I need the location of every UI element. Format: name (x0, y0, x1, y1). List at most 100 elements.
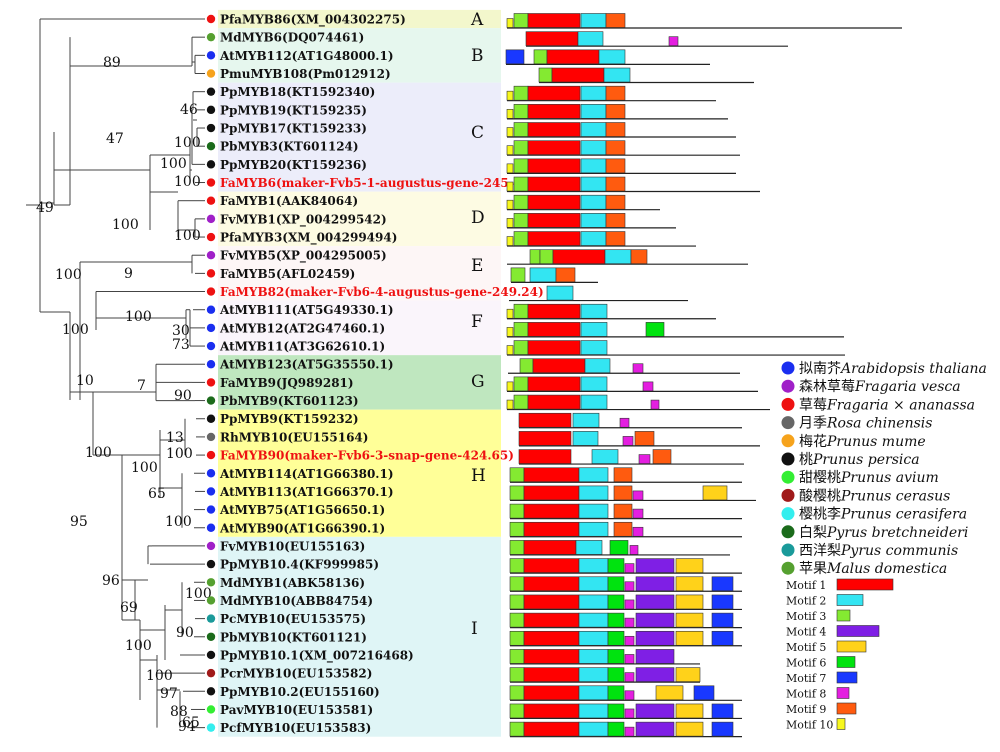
group-band-a (218, 9, 501, 29)
motif-2-block (580, 303, 608, 319)
motif-3-block (509, 721, 525, 737)
motif-1-block (523, 630, 580, 646)
species-legend-dot (781, 397, 795, 411)
motif-5-block (675, 667, 701, 682)
motif-2-block (598, 49, 626, 65)
group-band-h (218, 409, 501, 537)
motif-1-block (546, 49, 600, 65)
motif-1-block (523, 685, 580, 701)
gene-name: FvMYB10(EU155163) (220, 539, 365, 553)
species-dot (206, 14, 216, 24)
gene-name: AtMYB90(AT1G66390.1) (219, 521, 385, 535)
species-dot (206, 51, 216, 60)
motif-1-block (523, 503, 580, 519)
motif-2-block (577, 31, 604, 46)
species-dot (206, 450, 216, 460)
motif-4-block (635, 721, 675, 737)
motif-1-block (527, 394, 581, 410)
motif-6-block (607, 576, 625, 592)
gene-name: PpMYB19(KT159235) (220, 103, 367, 117)
gene-name: PpMYB18(KT1592340) (220, 85, 375, 99)
bootstrap-value: 9 (124, 266, 133, 282)
bootstrap-value: 65 (182, 715, 200, 731)
bootstrap-value: 100 (146, 668, 173, 684)
motif-2-block (578, 612, 609, 628)
motif-8-block (624, 708, 635, 719)
species-dot (206, 523, 216, 532)
species-dot (206, 559, 216, 569)
motif-3-block (529, 249, 541, 265)
motif-2-block (572, 431, 599, 446)
motif-7-block (711, 576, 734, 592)
species-legend-label: 桃Prunus persica (799, 452, 920, 468)
gene-name: AtMYB75(AT1G56650.1) (219, 503, 385, 517)
motif-3-block (513, 340, 529, 355)
gene-name: AtMYB112(AT1G48000.1) (219, 49, 394, 63)
motif-8-block (629, 545, 639, 555)
motif-10-block (506, 381, 514, 392)
species-dot (206, 687, 216, 696)
bootstrap-value: 100 (160, 156, 187, 172)
motif-8-block (624, 563, 635, 573)
motif-3-block (513, 85, 529, 101)
motif-2-block (580, 140, 607, 155)
motif-3-block (509, 558, 525, 573)
motif-legend-swatch (836, 609, 851, 622)
motif-4-block (635, 649, 675, 664)
species-dot (206, 87, 216, 96)
gene-name: AtMYB114(AT1G66380.1) (219, 467, 394, 481)
motif-2-block (578, 521, 609, 537)
motif-6-block (607, 558, 625, 573)
bootstrap-value: 94 (178, 719, 196, 735)
motif-3-block (519, 358, 534, 374)
bootstrap-value: 100 (62, 322, 89, 338)
motif-3-block (509, 576, 525, 592)
motif-7-block (711, 594, 734, 610)
species-legend-dot (781, 525, 795, 539)
motif-3-block (510, 267, 526, 283)
gene-name: PpMYB10.4(KF999985) (220, 558, 379, 572)
bootstrap-value: 100 (174, 174, 201, 190)
species-dot (206, 360, 216, 369)
motif-10-block (506, 90, 514, 101)
motif-8-block (624, 726, 635, 737)
gene-name: PpMYB9(KT159232) (220, 412, 359, 426)
species-dot (206, 541, 216, 551)
species-legend-dot (781, 488, 795, 502)
species-dot (206, 596, 216, 605)
species-legend-dot (781, 416, 795, 430)
gene-name: PbMYB9(KT601123) (220, 394, 359, 408)
motif-legend-label: Motif 9 (786, 703, 826, 716)
motif-8-block (624, 672, 635, 682)
species-legend-label: 梅花Prunus mume (799, 434, 926, 450)
motif-legend-swatch (836, 702, 857, 715)
gene-name: AtMYB11(AT3G62610.1) (219, 340, 385, 354)
motif-legend-label: Motif 8 (786, 688, 826, 701)
motif-10-block (506, 18, 514, 28)
gene-name: FaMYB82(maker-Fvb6-4-augustus-gene-249.2… (220, 285, 544, 299)
gene-name: PbMYB3(KT601124) (220, 140, 359, 154)
species-dot (206, 69, 216, 78)
motif-1-block (523, 485, 580, 501)
species-legend-label: 西洋梨Pyrus communis (799, 543, 958, 559)
species-dot (206, 396, 216, 405)
motif-2-block (546, 285, 574, 301)
motif-8-block (650, 399, 660, 410)
motif-5-block (675, 612, 704, 628)
species-dot (206, 650, 216, 660)
motif-1-block (551, 67, 605, 83)
motif-1-block (523, 540, 577, 555)
gene-labels: PfaMYB86(XM_004302275) MdMYB6(DQ074461) At… (206, 13, 544, 735)
bootstrap-value: 95 (70, 514, 88, 530)
motif-3-block (513, 194, 529, 210)
motif-8-block (632, 363, 644, 374)
motif-legend-swatch (836, 625, 880, 637)
motif-1-block (527, 322, 581, 337)
species-legend-label: 樱桃李Prunus cerasifera (799, 506, 967, 523)
motif-7-block (711, 703, 734, 719)
motif-2-block (578, 503, 609, 519)
species-dot (206, 269, 216, 278)
gene-name: PavMYB10(EU153581) (220, 703, 373, 717)
motif-legend-swatch (836, 594, 864, 606)
motif-legend-swatch (836, 578, 894, 591)
